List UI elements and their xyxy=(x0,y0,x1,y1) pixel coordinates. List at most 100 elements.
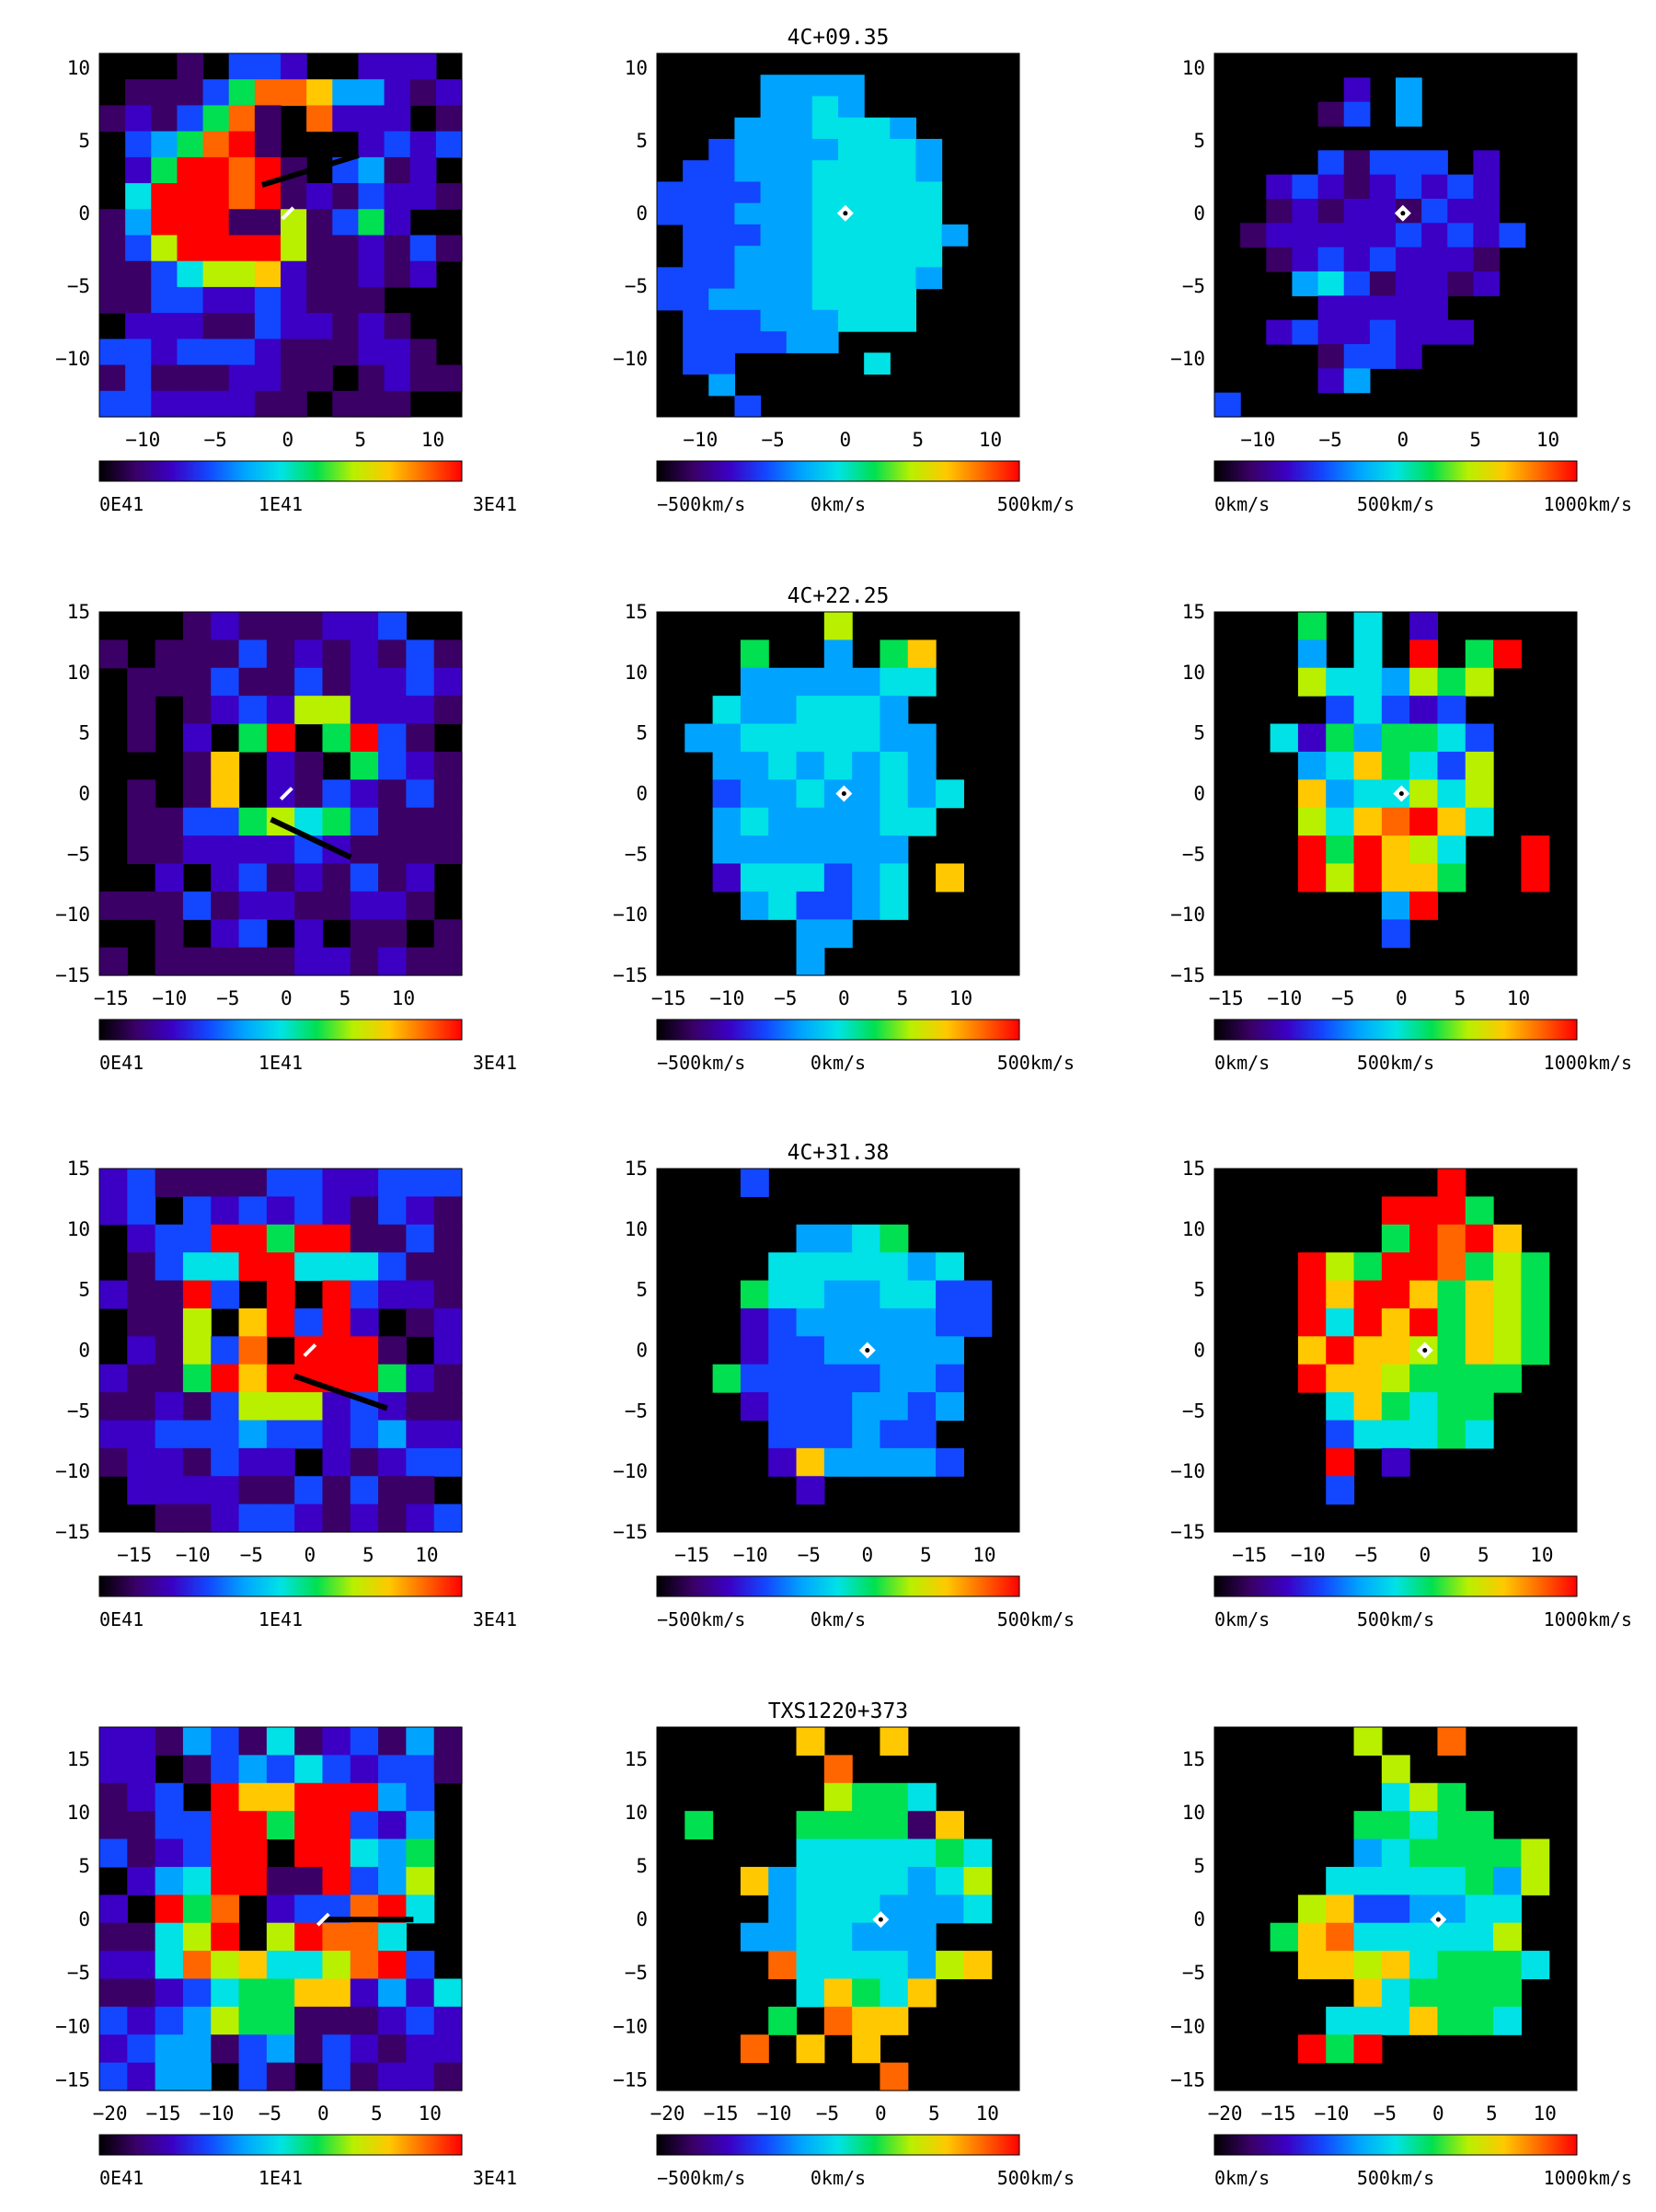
map-cell xyxy=(1437,1392,1466,1422)
map-cell xyxy=(852,835,881,865)
map-cell xyxy=(1437,1364,1466,1393)
map-cell xyxy=(740,1364,769,1393)
map-cell xyxy=(880,1447,909,1477)
map-cell xyxy=(99,891,128,920)
map-cell xyxy=(155,2006,184,2035)
map-cell xyxy=(281,364,307,392)
x-tick-label: −5 xyxy=(1331,987,1354,1009)
panel-title: TXS1220+373 xyxy=(768,1699,908,1723)
map-cell xyxy=(768,1895,798,1924)
map-cell xyxy=(1465,1895,1494,1924)
map-cell xyxy=(350,1727,379,1756)
colorbar xyxy=(1213,2134,1578,2156)
map-cell xyxy=(306,313,333,340)
map-cell xyxy=(378,1727,407,1756)
colorbar-label: 3E41 xyxy=(473,493,517,515)
map-cell xyxy=(936,1838,964,1868)
x-tick-label: −5 xyxy=(1355,1544,1378,1566)
map-cell xyxy=(1343,150,1371,176)
map-cell xyxy=(1396,150,1422,176)
map-cell xyxy=(228,235,256,262)
map-cell xyxy=(322,1951,351,1980)
map-cell xyxy=(1396,271,1422,296)
map-cell xyxy=(238,1308,268,1337)
map-cell xyxy=(864,160,891,183)
map-cell xyxy=(823,1447,853,1477)
map-cell xyxy=(433,1224,463,1253)
map-cell xyxy=(322,1392,351,1422)
map-cell xyxy=(406,1169,435,1197)
map-cell xyxy=(907,1336,937,1365)
map-cell xyxy=(322,1866,351,1895)
map-cell xyxy=(1493,1336,1522,1365)
map-cell xyxy=(125,313,152,340)
map-cell xyxy=(228,313,256,340)
map-cell xyxy=(852,667,881,697)
map-cell xyxy=(1465,1336,1494,1365)
map-cell xyxy=(1266,174,1294,200)
x-tick-label: 0 xyxy=(861,1544,873,1566)
map-cell xyxy=(406,835,435,865)
x-tick-label: 10 xyxy=(979,429,1002,451)
map-cell xyxy=(880,723,909,753)
x-tick-label: −5 xyxy=(1374,2103,1397,2125)
map-cell xyxy=(852,2034,881,2064)
map-cell xyxy=(796,1420,825,1449)
map-cell xyxy=(683,224,709,247)
map-cell xyxy=(294,1755,324,1784)
map-cell xyxy=(1297,612,1327,640)
map-cell xyxy=(708,309,736,332)
map-cell xyxy=(182,612,212,640)
map-cell xyxy=(823,891,853,920)
map-cell xyxy=(378,1447,407,1477)
map-cell xyxy=(1437,1811,1466,1840)
map-cell xyxy=(266,612,295,640)
map-cell xyxy=(1465,1308,1494,1337)
map-cell xyxy=(211,1922,240,1952)
map-cell xyxy=(151,183,178,210)
map-cell xyxy=(1447,271,1475,296)
map-cell xyxy=(1381,1951,1410,1980)
x-tick-label: −5 xyxy=(774,987,797,1009)
map-cell xyxy=(409,156,437,184)
map-cell xyxy=(322,1727,351,1756)
map-cell xyxy=(1499,223,1526,248)
map-cell xyxy=(1266,247,1294,272)
map-cell xyxy=(294,1252,324,1282)
y-tick-label: 15 xyxy=(1182,1748,1205,1770)
colorbar xyxy=(98,1575,463,1597)
map-cell xyxy=(1421,319,1448,345)
map-cell xyxy=(378,1755,407,1784)
map-cell xyxy=(1521,1951,1550,1980)
map-cell xyxy=(406,2006,435,2035)
map-cell xyxy=(1270,1922,1299,1952)
map-cell xyxy=(127,1727,156,1756)
map-cell xyxy=(864,224,891,247)
map-cell xyxy=(1465,1364,1494,1393)
map-cell xyxy=(211,1224,240,1253)
centre-marker xyxy=(303,1343,317,1357)
map-cell xyxy=(852,1782,881,1812)
map-cell xyxy=(1381,696,1410,725)
map-cell xyxy=(1521,1280,1550,1309)
map-cell xyxy=(1465,1866,1494,1895)
map-cell xyxy=(99,1447,128,1477)
map-cell xyxy=(907,1895,937,1924)
map-cell xyxy=(1465,807,1494,836)
map-cell xyxy=(880,807,909,836)
map-cell xyxy=(378,1503,407,1533)
map-cell xyxy=(1369,247,1397,272)
map-cell xyxy=(768,667,798,697)
map-cell xyxy=(433,1252,463,1282)
map-cell xyxy=(238,863,268,893)
map-cell xyxy=(433,639,463,669)
map-cell xyxy=(378,1782,407,1812)
map-cell xyxy=(281,286,307,314)
y-tick-label: 10 xyxy=(67,662,90,684)
map-cell xyxy=(1343,101,1371,127)
map-cell xyxy=(99,1280,128,1309)
map-cell xyxy=(823,1280,853,1309)
map-cell xyxy=(915,202,943,225)
map-cell xyxy=(1409,807,1439,836)
map-cell xyxy=(708,181,736,204)
